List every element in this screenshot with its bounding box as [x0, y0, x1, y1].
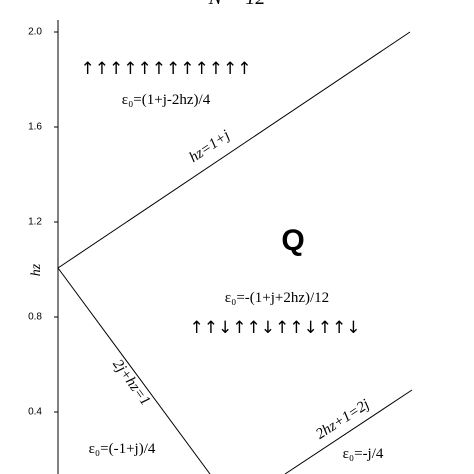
ticks: 2.0 1.6 1.2 0.8 0.4 — [28, 27, 58, 418]
tick-label: 1.6 — [28, 122, 42, 133]
tick-label: 0.8 — [28, 312, 42, 323]
axis-label: hz — [29, 263, 44, 276]
title: N = 12 — [208, 0, 266, 9]
energy-label: ε₀=-j/4 — [343, 446, 384, 462]
spin-config: ↑↑↑↑↑↑↑↑↑↑↑↑ — [81, 59, 252, 79]
spin-config: ↑↑↓↑↑↓↑↑↓↑↑↓ — [190, 318, 361, 338]
energy-label: ε₀=-(1+j+2hz)/12 — [225, 290, 329, 306]
region-name: Q — [281, 224, 304, 257]
tick-label: 0.4 — [28, 407, 42, 418]
boundary-line — [57, 267, 211, 474]
tick-label: 2.0 — [28, 27, 42, 38]
energy-label: ε₀=(-1+j)/4 — [89, 441, 156, 457]
line-label: 2j+hz=1 — [109, 357, 153, 409]
energy-label: ε₀=(1+j-2hz)/4 — [122, 92, 211, 108]
boundary-line — [57, 31, 411, 269]
boundary-line — [284, 389, 413, 474]
line-label: hz=1+j — [187, 127, 233, 166]
tick-label: 1.2 — [28, 217, 42, 228]
